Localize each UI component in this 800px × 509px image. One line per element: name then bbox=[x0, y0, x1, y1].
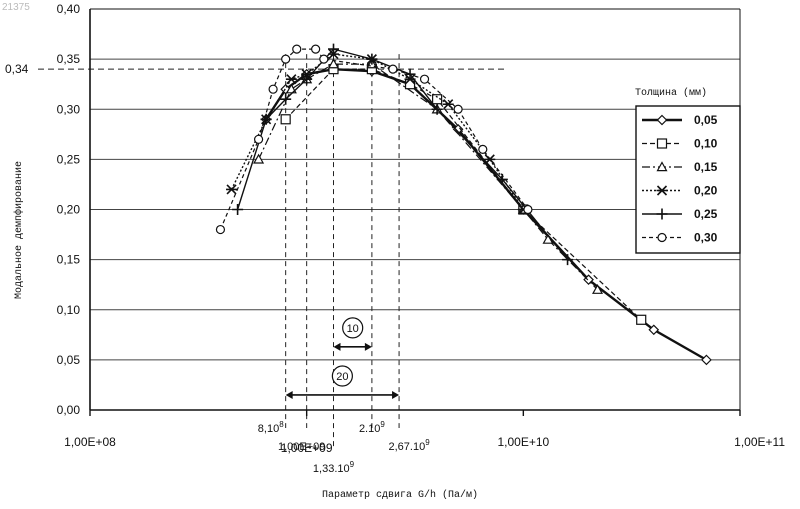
y-tick-label: 0,30 bbox=[57, 102, 81, 116]
marker-label: 8,108 bbox=[258, 420, 284, 435]
x-tick-label: 1,00E+08 bbox=[64, 435, 116, 449]
legend-box bbox=[636, 106, 740, 253]
marker-circle bbox=[216, 226, 224, 234]
range-arrowhead-right bbox=[365, 343, 372, 351]
marker-circle bbox=[421, 75, 429, 83]
range-badge-label: 10 bbox=[347, 323, 359, 335]
marker-label: 2.109 bbox=[359, 420, 385, 435]
y-tick-label: 0,40 bbox=[57, 2, 81, 16]
marker-star bbox=[286, 75, 297, 84]
marker-label: 1,33.109 bbox=[313, 460, 355, 475]
marker-circle bbox=[454, 105, 462, 113]
legend-label: 0,30 bbox=[694, 231, 718, 245]
marker-circle bbox=[389, 65, 397, 73]
reference-label-034: 0,34 bbox=[5, 62, 29, 76]
y-tick-label: 0,00 bbox=[57, 403, 81, 417]
marker-circle bbox=[320, 55, 328, 63]
y-tick-label: 0,35 bbox=[57, 52, 81, 66]
marker-square bbox=[281, 115, 290, 124]
y-tick-label: 0,20 bbox=[57, 203, 81, 217]
marker-square bbox=[637, 315, 646, 324]
y-axis-label: Модальное демпфирование bbox=[12, 161, 25, 299]
marker-plus bbox=[232, 204, 243, 215]
series-0-10 bbox=[281, 65, 646, 325]
legend-label: 0,20 bbox=[694, 184, 718, 198]
y-tick-label: 0,05 bbox=[57, 353, 81, 367]
range-badge-label: 20 bbox=[336, 371, 348, 383]
legend: Толщина (мм) 0,05 0,10 0,15 0,20 0,25 0,30 bbox=[635, 87, 740, 253]
corner-mark: 21375 bbox=[2, 2, 30, 13]
marker-circle bbox=[524, 206, 532, 214]
legend-label: 0,15 bbox=[694, 160, 718, 174]
series-line bbox=[220, 49, 527, 229]
legend-label: 0,25 bbox=[694, 207, 718, 221]
y-tick-label: 0,15 bbox=[57, 253, 81, 267]
x-axis-label: Параметр сдвига G/h (Па/м) bbox=[322, 489, 478, 501]
marker-square bbox=[658, 139, 667, 148]
marker-circle bbox=[269, 85, 277, 93]
x-tick-label: 1,00E+11 bbox=[734, 435, 785, 449]
marker-circle bbox=[282, 55, 290, 63]
x-tick-label: 1,00E+10 bbox=[497, 435, 549, 449]
range-arrowhead-right bbox=[392, 391, 399, 399]
range-arrowhead-left bbox=[286, 391, 293, 399]
range-arrowhead-left bbox=[334, 343, 341, 351]
x-tick-label: 1,00E+09 bbox=[281, 441, 333, 455]
marker-circle bbox=[255, 135, 263, 143]
legend-title: Толщина (мм) bbox=[635, 87, 707, 99]
legend-label: 0,10 bbox=[694, 137, 718, 151]
marker-circle bbox=[312, 45, 320, 53]
y-tick-label: 0,25 bbox=[57, 152, 81, 166]
marker-circle bbox=[479, 145, 487, 153]
marker-star bbox=[226, 185, 237, 194]
y-tick-label: 0,10 bbox=[57, 303, 81, 317]
legend-label: 0,05 bbox=[694, 113, 718, 127]
marker-label: 2,67.109 bbox=[388, 438, 430, 453]
marker-circle bbox=[293, 45, 301, 53]
reference-lines: 0,34 8,108 1,00E+09 1,33.109 2.1092,67.109 10… bbox=[5, 54, 505, 475]
marker-circle bbox=[658, 234, 666, 242]
series-0-25 bbox=[232, 44, 573, 266]
series-line bbox=[232, 54, 524, 209]
